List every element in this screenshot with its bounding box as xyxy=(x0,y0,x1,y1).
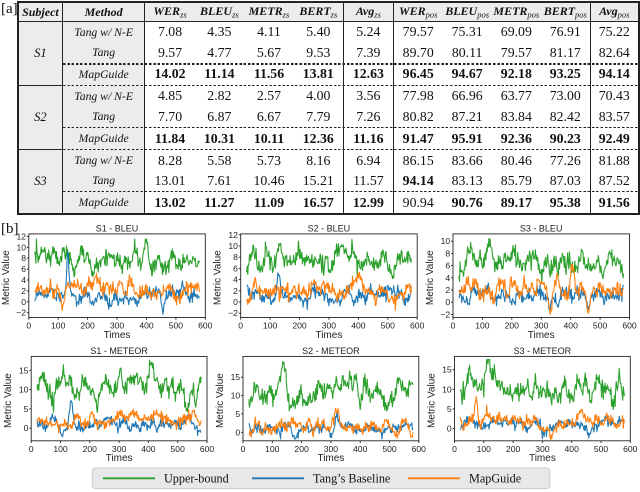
svg-text:300: 300 xyxy=(322,321,337,331)
svg-text:Upper-bound: Upper-bound xyxy=(164,471,229,485)
svg-text:0: 0 xyxy=(233,297,238,307)
svg-text:S3 - BLEU: S3 - BLEU xyxy=(520,224,563,234)
svg-text:300: 300 xyxy=(535,444,550,454)
svg-text:100: 100 xyxy=(475,321,490,331)
svg-text:5: 5 xyxy=(447,404,452,414)
svg-text:0: 0 xyxy=(235,427,240,437)
svg-text:600: 600 xyxy=(622,321,637,331)
svg-text:600: 600 xyxy=(198,321,213,331)
svg-text:S3 - METEOR: S3 - METEOR xyxy=(514,346,572,356)
svg-text:400: 400 xyxy=(139,321,154,331)
svg-text:4: 4 xyxy=(233,275,238,285)
svg-text:400: 400 xyxy=(351,321,366,331)
svg-text:400: 400 xyxy=(565,444,580,454)
svg-text:Metric Value: Metric Value xyxy=(425,250,436,305)
svg-text:S2 - BLEU: S2 - BLEU xyxy=(308,224,351,234)
svg-text:10: 10 xyxy=(441,236,451,246)
svg-text:Times: Times xyxy=(106,453,133,464)
svg-text:100: 100 xyxy=(477,444,492,454)
svg-text:S1 - METEOR: S1 - METEOR xyxy=(90,346,148,356)
svg-text:0: 0 xyxy=(452,444,457,454)
svg-text:S1 - BLEU: S1 - BLEU xyxy=(96,224,139,234)
svg-text:10: 10 xyxy=(228,241,238,251)
svg-text:6: 6 xyxy=(21,264,26,274)
svg-text:10: 10 xyxy=(16,242,26,252)
svg-text:6: 6 xyxy=(233,263,238,273)
svg-text:Times: Times xyxy=(529,453,556,464)
svg-text:0: 0 xyxy=(445,297,450,307)
svg-text:100: 100 xyxy=(263,321,278,331)
svg-text:6: 6 xyxy=(445,261,450,271)
svg-text:0: 0 xyxy=(21,297,26,307)
svg-text:100: 100 xyxy=(265,444,280,454)
svg-text:5: 5 xyxy=(235,409,240,419)
svg-text:4: 4 xyxy=(445,273,450,283)
svg-text:Metric Value: Metric Value xyxy=(3,373,14,428)
svg-text:500: 500 xyxy=(381,321,396,331)
svg-text:100: 100 xyxy=(53,444,68,454)
svg-text:15: 15 xyxy=(231,372,241,382)
svg-text:Metric Value: Metric Value xyxy=(427,373,438,428)
svg-text:200: 200 xyxy=(292,321,307,331)
svg-text:2: 2 xyxy=(445,285,450,295)
svg-text:2: 2 xyxy=(21,286,26,296)
svg-text:200: 200 xyxy=(294,444,309,454)
svg-text:300: 300 xyxy=(112,444,127,454)
svg-text:500: 500 xyxy=(593,321,608,331)
svg-text:200: 200 xyxy=(506,444,521,454)
svg-text:10: 10 xyxy=(19,385,29,395)
svg-text:S2 - METEOR: S2 - METEOR xyxy=(302,346,360,356)
svg-text:Times: Times xyxy=(315,330,342,341)
svg-text:600: 600 xyxy=(623,444,638,454)
svg-text:600: 600 xyxy=(410,321,425,331)
svg-text:400: 400 xyxy=(353,444,368,454)
svg-text:8: 8 xyxy=(445,248,450,258)
svg-text:10: 10 xyxy=(231,391,241,401)
svg-text:MapGuide: MapGuide xyxy=(469,471,521,485)
svg-text:500: 500 xyxy=(594,444,609,454)
svg-text:Times: Times xyxy=(104,330,131,341)
svg-text:8: 8 xyxy=(21,253,26,263)
svg-text:0: 0 xyxy=(451,321,456,331)
svg-text:Metric Value: Metric Value xyxy=(215,373,226,428)
svg-text:5: 5 xyxy=(24,404,29,414)
svg-text:0: 0 xyxy=(238,321,243,331)
svg-text:2: 2 xyxy=(233,286,238,296)
svg-text:300: 300 xyxy=(110,321,125,331)
svg-text:400: 400 xyxy=(564,321,579,331)
svg-text:600: 600 xyxy=(412,444,427,454)
svg-text:4: 4 xyxy=(21,275,26,285)
svg-text:0: 0 xyxy=(26,321,31,331)
svg-text:0: 0 xyxy=(29,444,34,454)
svg-text:500: 500 xyxy=(169,321,184,331)
svg-text:0: 0 xyxy=(447,424,452,434)
svg-text:200: 200 xyxy=(83,444,98,454)
svg-text:12: 12 xyxy=(16,231,26,241)
svg-text:Metric Value: Metric Value xyxy=(213,250,224,305)
svg-text:15: 15 xyxy=(19,365,29,375)
svg-text:400: 400 xyxy=(141,444,156,454)
svg-text:0: 0 xyxy=(24,423,29,433)
svg-text:500: 500 xyxy=(382,444,397,454)
svg-text:100: 100 xyxy=(51,321,66,331)
svg-text:10: 10 xyxy=(442,384,452,394)
svg-text:Times: Times xyxy=(528,330,555,341)
svg-text:−2: −2 xyxy=(16,308,26,318)
svg-text:8: 8 xyxy=(233,252,238,262)
svg-text:−2: −2 xyxy=(440,309,450,319)
svg-text:300: 300 xyxy=(324,444,339,454)
svg-text:300: 300 xyxy=(534,321,549,331)
svg-text:0: 0 xyxy=(241,444,246,454)
svg-text:200: 200 xyxy=(505,321,520,331)
svg-text:Times: Times xyxy=(317,453,344,464)
svg-text:15: 15 xyxy=(442,365,452,375)
svg-text:Tang’s Baseline: Tang’s Baseline xyxy=(313,471,390,485)
svg-text:500: 500 xyxy=(171,444,186,454)
svg-text:−2: −2 xyxy=(228,308,238,318)
svg-text:600: 600 xyxy=(200,444,215,454)
svg-text:200: 200 xyxy=(80,321,95,331)
svg-text:Metric Value: Metric Value xyxy=(1,250,12,305)
svg-text:12: 12 xyxy=(228,230,238,240)
